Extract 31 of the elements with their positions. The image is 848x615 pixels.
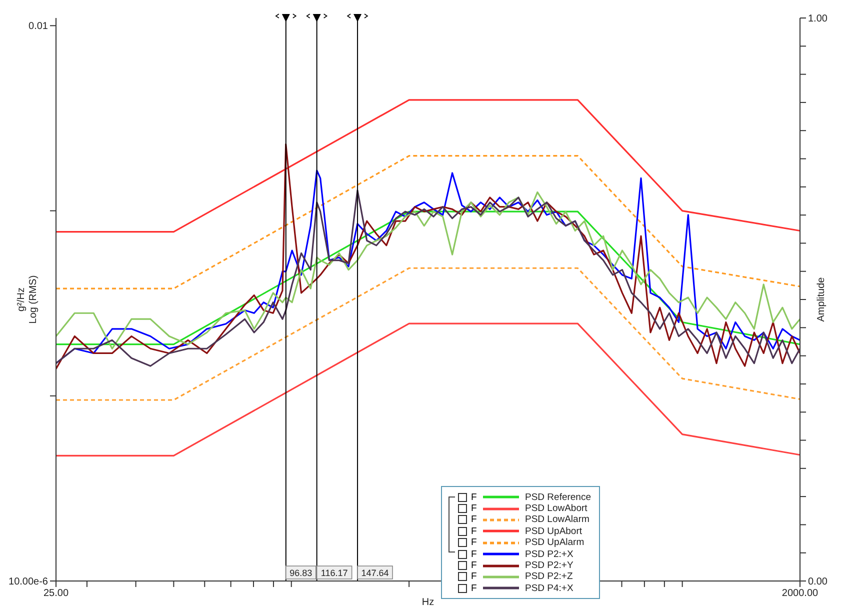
x-tick-label: 25.00 [43,588,69,600]
ref-line-label: 96.83 [290,568,312,578]
x-tick-label: 2000.00 [782,588,819,600]
legend-label: PSD LowAlarm [525,514,590,526]
annotation: F [471,514,478,526]
y-tick-label: 0.01 [28,21,48,32]
legend-label: PSD P2:+Y [525,560,574,572]
annotation: F [471,526,478,537]
ref-line-label: 116.17 [320,568,348,578]
text: g²/Hz [16,288,27,312]
legend-label: PSD LowAbort [525,503,588,514]
x-axis-title: Hz [422,597,434,608]
annotation: F [471,503,478,514]
y2-tick-label: 1.00 [808,14,828,25]
ref-line-label: 147.64 [361,568,389,578]
y-tick-label: 10.00e-6 [8,576,48,588]
text: F [471,582,478,594]
legend-label: PSD P2:+X [525,548,574,560]
annotation: F [471,548,478,560]
annotation: F [471,537,478,548]
y2-tick-label: 0.00 [808,576,828,588]
legend-label: PSD P2:+Z [525,571,573,582]
legend-label: PSD P4:+X [525,582,574,594]
legend-label: PSD UpAbort [525,526,582,537]
legend-label: PSD UpAlarm [525,537,584,548]
annotation: F [471,571,478,582]
legend-label: PSD Reference [525,492,592,503]
annotation: F [471,492,478,503]
y2-axis-title: Amplitude [816,276,827,322]
annotation: F [471,560,478,572]
y-axis-title: Log (RMS) [28,275,39,324]
